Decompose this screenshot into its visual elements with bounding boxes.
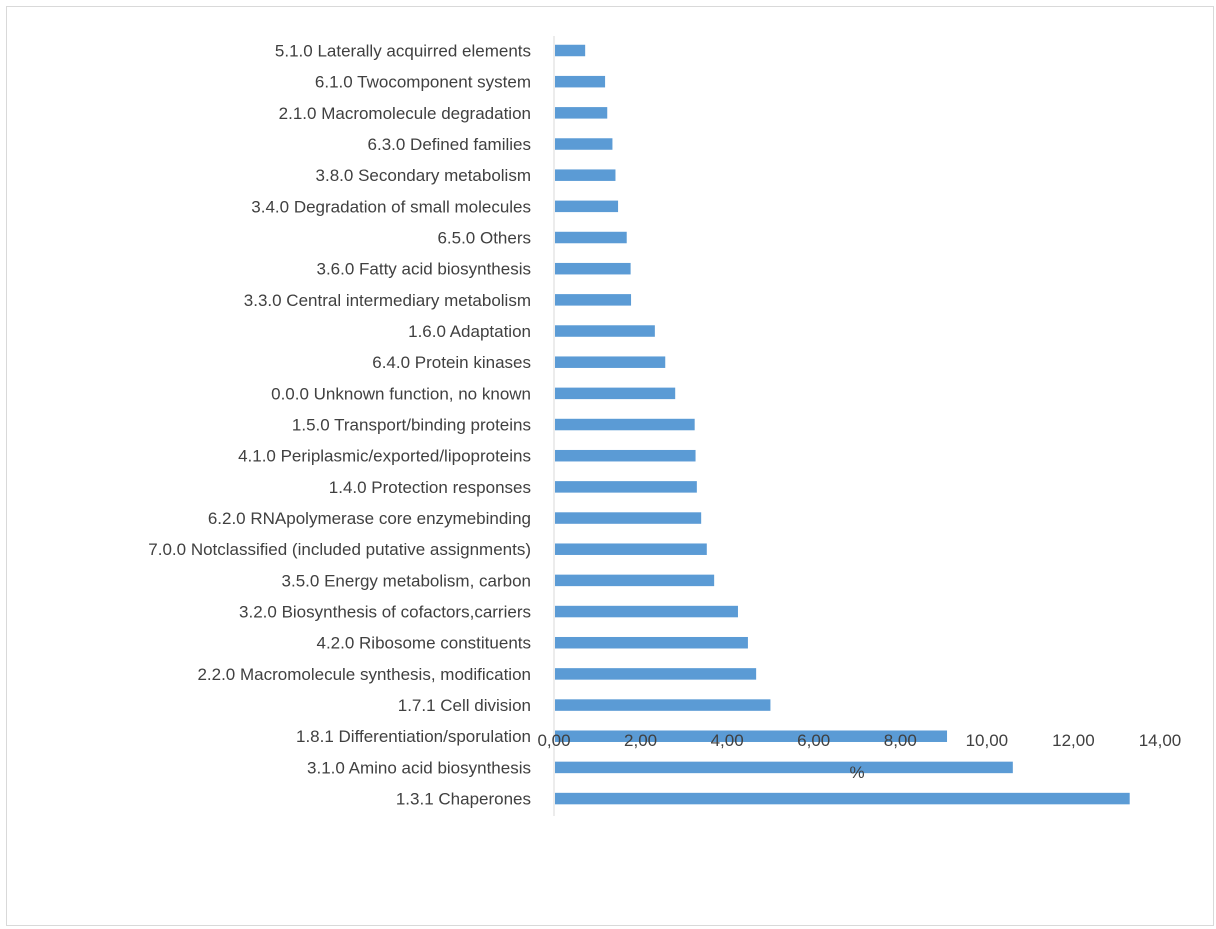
bar [555,481,697,493]
category-label: 3.5.0 Energy metabolism, carbon [282,571,531,590]
category-label: 3.8.0 Secondary metabolism [316,166,531,185]
x-tick-label: 2,00 [624,731,657,750]
bar [555,75,606,88]
x-tick-label: 10,00 [966,731,1009,750]
bar [555,730,948,742]
category-label: 1.6.0 Adaptation [408,322,531,341]
bar [555,699,771,711]
x-tick-label: 4,00 [711,731,744,750]
category-label: 2.1.0 Macromolecule degradation [279,104,531,123]
category-label: 0.0.0 Unknown function, no known [271,384,531,403]
category-label: 5.1.0 Laterally acquirred elements [275,42,531,61]
bar [555,574,715,587]
bar [555,668,757,680]
category-label: 3.4.0 Degradation of small molecules [251,197,531,216]
bar [555,356,666,368]
x-axis-title: % [849,763,864,782]
category-label: 3.3.0 Central intermediary metabolism [244,291,531,310]
category-label: 3.2.0 Biosynthesis of cofactors,carriers [239,603,531,622]
category-label: 6.3.0 Defined families [368,135,531,154]
category-label: 6.1.0 Twocomponent system [315,73,531,92]
bar [555,449,696,462]
category-label: 7.0.0 Notclassified (included putative a… [148,540,531,559]
bar [555,169,616,181]
category-label: 1.4.0 Protection responses [329,478,531,497]
bar [555,605,738,618]
category-label: 1.7.1 Cell division [398,696,531,715]
x-tick-label: 12,00 [1052,731,1095,750]
bar [555,107,608,119]
bar [555,543,707,555]
category-label: 4.1.0 Periplasmic/exported/lipoproteins [238,447,531,466]
bar [555,761,1013,774]
category-label: 1.5.0 Transport/binding proteins [292,416,531,435]
x-tick-label: 8,00 [884,731,917,750]
category-label: 6.5.0 Others [437,229,531,248]
category-label: 1.8.1 Differentiation/sporulation [296,727,531,746]
category-label: 3.1.0 Amino acid biosynthesis [307,758,531,777]
bar [555,512,702,524]
x-tick-label: 0,00 [537,731,570,750]
category-label: 6.2.0 RNApolymerase core enzymebinding [208,509,531,528]
bar [555,294,632,306]
bar [555,138,613,150]
category-label: 1.3.1 Chaperones [396,790,531,809]
category-label: 6.4.0 Protein kinases [372,353,531,372]
bar [555,44,586,57]
x-tick-label: 14,00 [1139,731,1182,750]
category-label: 3.6.0 Fatty acid biosynthesis [316,260,531,279]
bar [555,200,619,213]
bars [555,44,1130,805]
bar [555,262,631,275]
x-tick-label: 6,00 [797,731,830,750]
bar [555,636,748,649]
bar [555,387,676,400]
bar [555,325,655,337]
category-label: 2.2.0 Macromolecule synthesis, modificat… [197,665,531,684]
bar [555,418,695,431]
x-tick-labels: 0,00 2,00 4,00 6,00 8,00 10,00 12,00 14,00 [537,731,1181,750]
bar [555,231,627,244]
category-labels: 5.1.0 Laterally acquirred elements 6.1.0 … [148,42,531,809]
category-label: 4.2.0 Ribosome constituents [316,634,531,653]
bar [555,792,1130,805]
